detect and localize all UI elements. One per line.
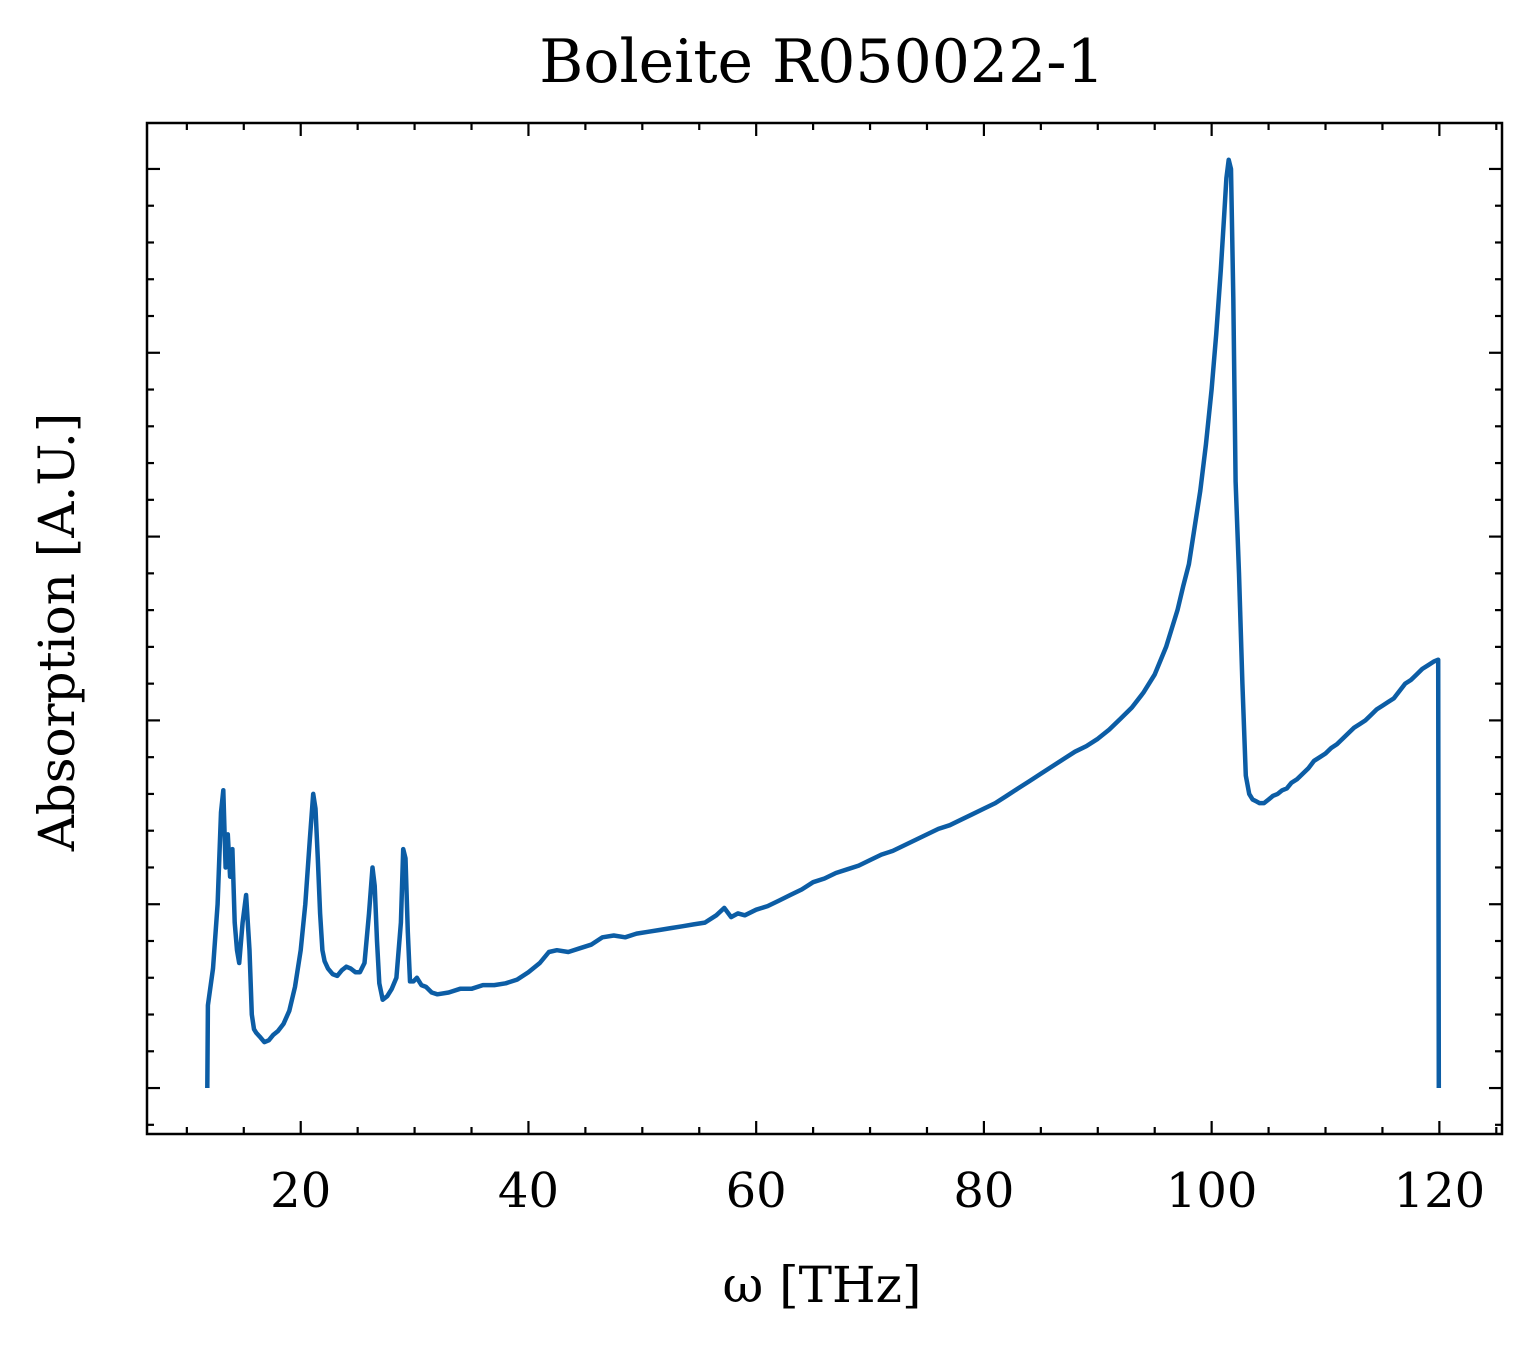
x-tick-label: 80 [953, 1163, 1014, 1219]
axes-frame [145, 121, 1504, 1136]
plot-area [205, 157, 1442, 1089]
y-axis-label: Absorption [A.U.] [28, 413, 86, 853]
x-tick-label: 100 [1166, 1163, 1258, 1219]
x-tick-label: 40 [498, 1163, 559, 1219]
x-tick-label: 20 [270, 1163, 331, 1219]
absorption-series-line-0 [205, 157, 1442, 1089]
axis-ticks [147, 123, 1502, 1134]
x-tick-label: 60 [726, 1163, 787, 1219]
chart-title: Boleite R050022-1 [539, 27, 1104, 97]
x-axis-label: ω [THz] [723, 1256, 922, 1314]
x-tick-label: 120 [1394, 1163, 1486, 1219]
x-tick-labels: 20 40 60 80 100 120 [270, 1163, 1485, 1219]
